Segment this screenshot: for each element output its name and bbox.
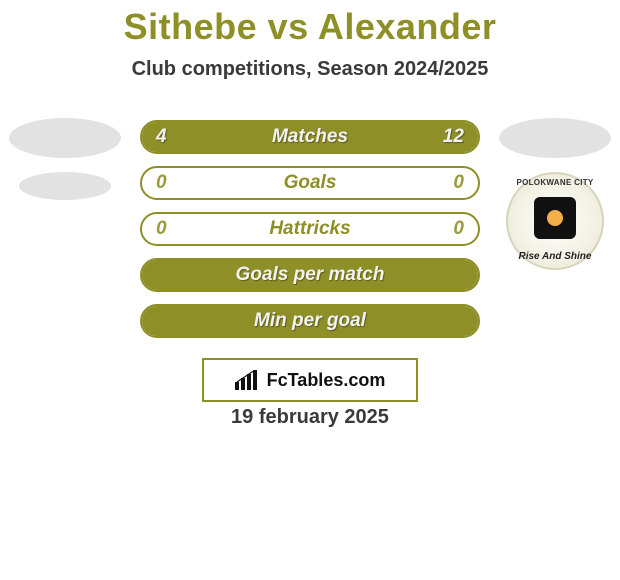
stat-label: Goals [284, 168, 337, 198]
stat-label: Matches [272, 122, 348, 152]
bar-chart-icon [235, 370, 261, 390]
stat-bar: 0 0 Hattricks [140, 212, 480, 246]
page-subtitle: Club competitions, Season 2024/2025 [0, 58, 620, 81]
stat-right-value: 0 [453, 214, 464, 244]
crest-top-text: POLOKWANE CITY [508, 178, 602, 187]
stat-label: Goals per match [236, 260, 385, 290]
stat-right-value: 0 [453, 168, 464, 198]
snapshot-date: 19 february 2025 [0, 406, 620, 429]
page-title: Sithebe vs Alexander [0, 0, 620, 48]
club-crest: POLOKWANE CITY Rise And Shine [506, 172, 604, 270]
placeholder-badge [9, 118, 121, 158]
stat-bar: Min per goal [140, 304, 480, 338]
placeholder-badge [19, 172, 111, 200]
stat-left-value: 4 [156, 122, 167, 152]
crest-emblem [534, 197, 576, 239]
stat-bar: 0 0 Goals [140, 166, 480, 200]
stat-label: Min per goal [254, 306, 366, 336]
crest-motto: Rise And Shine [508, 251, 602, 262]
stat-right-value: 12 [443, 122, 464, 152]
stat-bar: Goals per match [140, 258, 480, 292]
stat-left-value: 0 [156, 168, 167, 198]
brand-box: FcTables.com [202, 358, 418, 402]
brand-text: FcTables.com [267, 370, 386, 391]
comparison-bars: 4 12 Matches 0 0 Goals 0 0 Hattricks Goals per ma… [140, 120, 480, 350]
stat-left-value: 0 [156, 214, 167, 244]
left-player-badges [0, 118, 130, 214]
stat-bar: 4 12 Matches [140, 120, 480, 154]
right-player-badges: POLOKWANE CITY Rise And Shine [490, 118, 620, 270]
stat-label: Hattricks [269, 214, 350, 244]
comparison-infographic: Sithebe vs Alexander Club competitions, … [0, 0, 620, 580]
placeholder-badge [499, 118, 611, 158]
